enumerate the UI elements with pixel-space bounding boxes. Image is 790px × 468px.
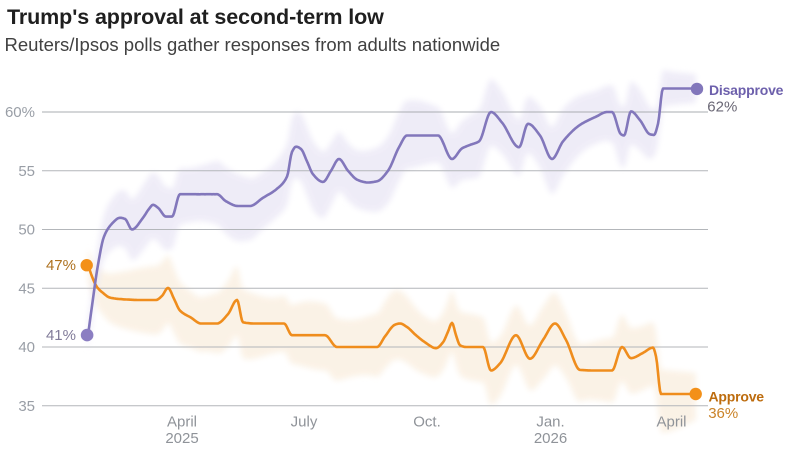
svg-text:36%: 36% <box>708 405 738 422</box>
svg-text:35: 35 <box>18 398 35 415</box>
svg-text:62%: 62% <box>707 99 737 116</box>
svg-text:2025: 2025 <box>165 430 198 447</box>
svg-text:Approve: Approve <box>709 389 765 405</box>
svg-text:50: 50 <box>18 222 35 239</box>
svg-text:2026: 2026 <box>534 430 567 447</box>
svg-text:55: 55 <box>18 163 35 180</box>
svg-text:45: 45 <box>18 280 35 297</box>
svg-text:Disapprove: Disapprove <box>709 82 784 98</box>
svg-text:41%: 41% <box>46 327 76 344</box>
svg-text:Oct.: Oct. <box>413 414 441 431</box>
svg-text:July: July <box>291 414 318 431</box>
svg-text:April: April <box>656 414 686 431</box>
svg-text:Jan.: Jan. <box>536 414 564 431</box>
svg-text:40: 40 <box>18 339 35 356</box>
svg-text:60%: 60% <box>5 104 35 121</box>
svg-text:47%: 47% <box>46 257 76 274</box>
svg-text:April: April <box>167 414 197 431</box>
